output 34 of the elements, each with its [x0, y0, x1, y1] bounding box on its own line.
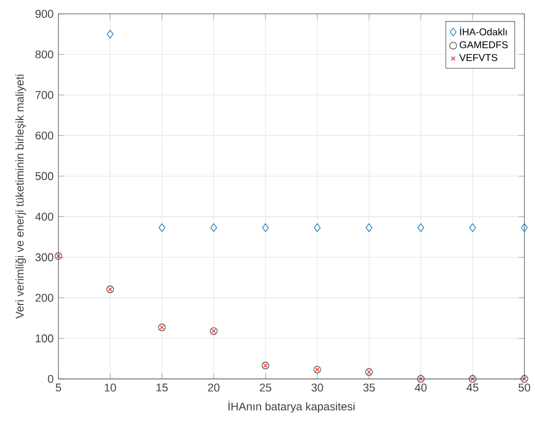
y-tick-label: 500 — [35, 172, 54, 180]
y-tick-label: 700 — [36, 90, 54, 99]
x-tick-label: 50 — [518, 383, 530, 392]
x-axis-title: İHAnın batarya kapasitesi — [228, 400, 354, 412]
x-tick-label: 40 — [414, 383, 427, 392]
x-tick-label: 25 — [260, 383, 272, 392]
y-tick-label: 100 — [36, 334, 54, 342]
x-tick-label: 15 — [156, 383, 168, 392]
x-tick-label: 45 — [466, 383, 478, 392]
y-tick-label: 900 — [36, 10, 54, 18]
x-tick-label: 5 — [56, 383, 62, 392]
point — [262, 223, 269, 232]
y-tick-label: 0 — [48, 374, 54, 383]
y-tick-label: 400 — [35, 212, 54, 220]
point — [521, 223, 528, 232]
x-tick-label: 10 — [104, 383, 116, 392]
y-tick-label: 800 — [36, 50, 54, 58]
point — [314, 223, 321, 232]
legend-label: İHA-Odaklı — [460, 26, 507, 36]
y-axis-title: Veri verimliği ve enerji tüketiminin birleşik maliyeti — [15, 74, 26, 319]
point — [418, 223, 424, 232]
point — [106, 30, 114, 38]
point — [366, 223, 372, 232]
legend-label: GAMEDFS — [460, 41, 508, 48]
x-tick-label: 20 — [208, 383, 220, 392]
point — [210, 223, 218, 232]
x-tick-label: 30 — [311, 383, 324, 392]
y-tick-label: 200 — [36, 294, 54, 302]
x-tick-label: 35 — [363, 383, 375, 392]
point — [158, 223, 166, 232]
legend-label: VEFVTS — [459, 54, 498, 61]
y-tick-label: 300 — [35, 253, 54, 262]
y-tick-label: 600 — [36, 131, 54, 140]
point — [469, 223, 476, 232]
